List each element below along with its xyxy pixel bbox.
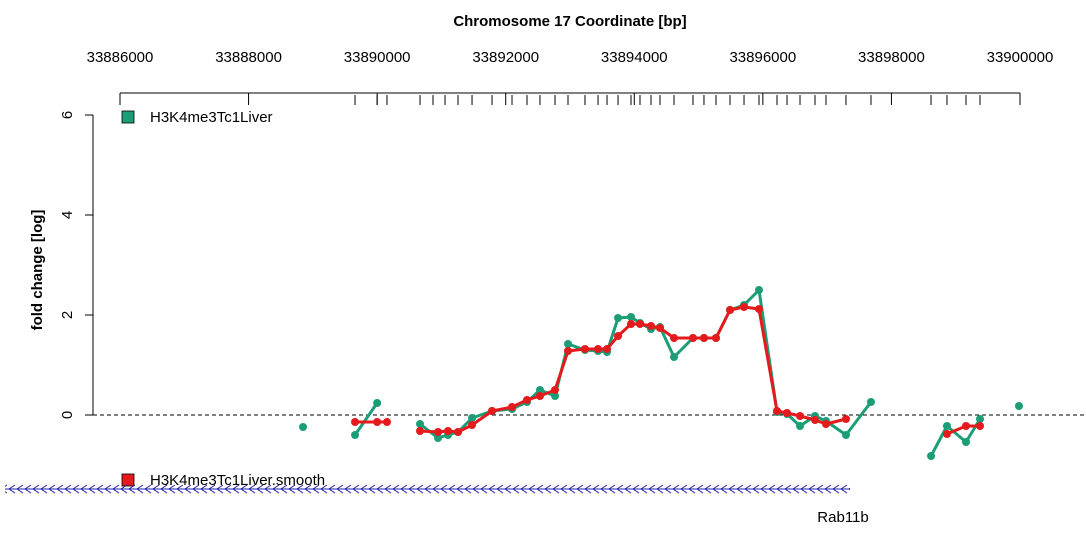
data-point [796,412,805,420]
data-point [508,403,517,411]
data-point [670,334,679,342]
y-axis-title: fold change [log] [29,210,46,331]
data-point [594,345,603,353]
y-tick-label: 6 [59,111,76,119]
data-point [976,422,985,430]
data-point [688,334,697,342]
data-point [699,334,708,342]
data-point [468,414,477,422]
data-point [488,407,497,415]
data-point [434,434,443,442]
chart-title: Chromosome 17 Coordinate [bp] [453,13,686,30]
data-point [614,314,623,322]
data-point [755,305,763,313]
data-point [299,423,308,431]
data-point [564,347,573,355]
data-point [416,427,425,435]
data-point [962,422,970,430]
data-point [454,428,463,436]
data-point [434,428,443,436]
data-point [656,324,664,332]
x-tick-label: 33888000 [215,49,282,66]
data-point [627,313,636,321]
data-point [564,340,573,348]
data-point [773,407,781,415]
data-point [726,306,735,314]
data-point [711,334,720,342]
data-point [636,320,645,328]
data-point [783,409,792,417]
data-point [373,399,382,407]
data-point [962,438,970,446]
data-point [976,415,985,423]
legend-swatch [121,110,135,124]
data-point [551,386,560,394]
data-point [603,345,612,353]
data-point [841,431,850,439]
data-point [740,303,749,311]
data-point [614,332,623,340]
data-point [580,345,589,353]
data-point [810,416,819,424]
data-point [866,398,875,406]
data-point [942,430,951,438]
data-point [927,452,936,460]
data-point [647,322,655,330]
data-point [351,431,360,439]
data-point [351,418,360,426]
x-tick-label: 33894000 [601,49,668,66]
data-point [755,286,763,294]
data-point [942,422,951,430]
y-tick-label: 0 [59,411,76,419]
data-point [821,420,830,428]
data-point [535,386,544,394]
data-point [468,421,477,429]
x-tick-label: 33890000 [344,49,411,66]
x-tick-label: 33898000 [858,49,925,66]
data-point [551,392,560,400]
x-tick-label: 33886000 [87,49,154,66]
data-point [535,392,544,400]
x-tick-label: 33892000 [472,49,539,66]
data-point [841,415,850,423]
gene-label: Rab11b [817,509,868,526]
data-point [522,396,531,404]
data-point [1014,402,1023,410]
data-point [443,427,452,435]
y-tick-label: 2 [59,311,76,319]
data-point [416,420,425,428]
data-point [627,320,636,328]
data-point [382,418,391,426]
data-point [670,353,679,361]
y-tick-label: 4 [59,211,76,219]
legend-label: H3K4me3Tc1Liver [150,109,273,126]
x-tick-label: 33896000 [729,49,796,66]
data-point [373,418,382,426]
x-tick-label: 33900000 [987,49,1054,66]
data-point [796,422,805,430]
